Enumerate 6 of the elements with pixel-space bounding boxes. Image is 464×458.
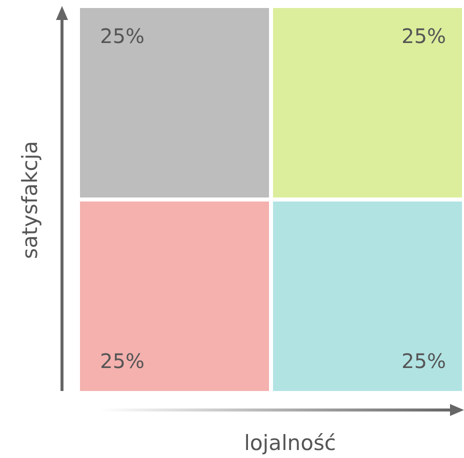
text: satysfakcja [18,140,42,260]
data-label: 25% [402,349,446,373]
text: lojalność [244,431,336,455]
data-label: 25% [100,349,144,373]
data-label: 25% [100,24,144,48]
data-label: 25% [402,24,446,48]
